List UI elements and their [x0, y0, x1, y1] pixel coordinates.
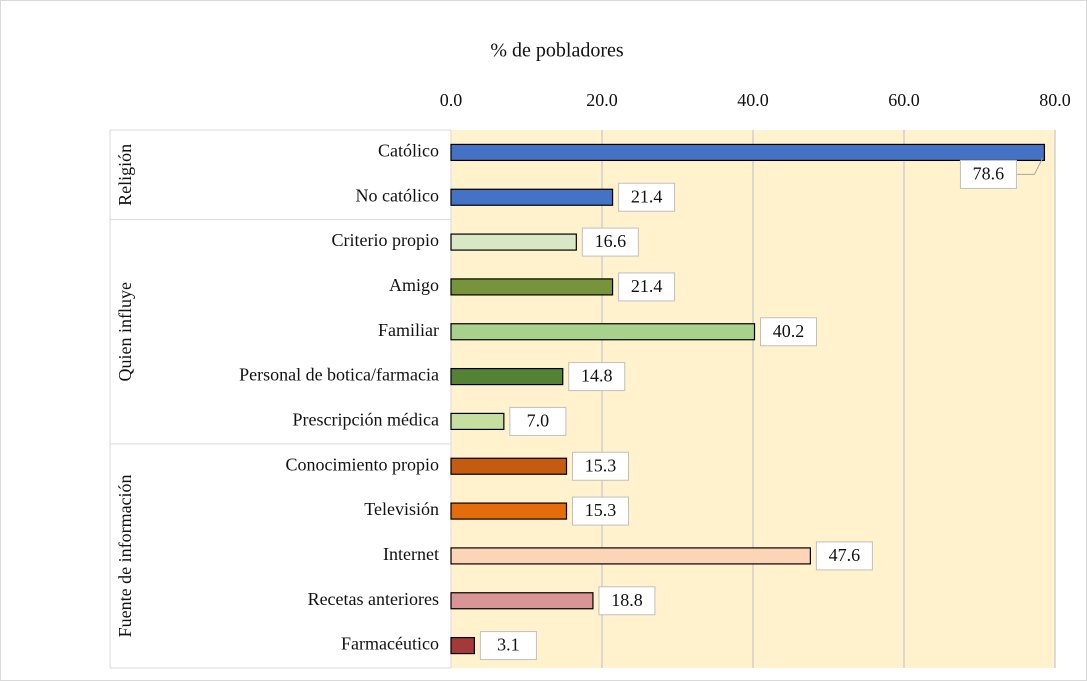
bar	[450, 636, 476, 655]
value-label: 40.2	[773, 321, 805, 341]
value-label-box	[572, 496, 630, 526]
category-label: Familiar	[378, 320, 439, 340]
category-label: Católico	[378, 141, 439, 161]
x-tick-label: 20.0	[586, 90, 618, 110]
value-label: 21.4	[631, 276, 663, 296]
category-label: Criterio propio	[332, 230, 439, 250]
bar	[450, 457, 568, 475]
value-label: 78.6	[973, 164, 1005, 184]
value-label-box	[581, 227, 639, 257]
value-label-box	[572, 451, 630, 481]
value-label: 15.3	[585, 500, 617, 520]
bar	[450, 143, 1046, 162]
value-label-box	[568, 362, 626, 392]
group-label: Fuente de información	[115, 474, 135, 637]
category-label: Prescripción médica	[293, 410, 439, 430]
value-label-box	[598, 586, 656, 616]
category-label: Personal de botica/farmacia	[239, 365, 439, 385]
category-label: Televisión	[364, 499, 439, 519]
x-tick-label: 80.0	[1039, 90, 1071, 110]
bar	[450, 323, 756, 341]
group-label: Religión	[115, 144, 135, 206]
category-label: Farmacéutico	[341, 634, 439, 654]
x-tick-label: 40.0	[737, 90, 769, 110]
x-tick-label: 0.0	[440, 90, 463, 110]
bar	[450, 547, 811, 565]
x-tick-label: 60.0	[888, 90, 920, 110]
value-label-box	[479, 631, 537, 661]
bar	[450, 233, 577, 251]
bar	[450, 592, 594, 610]
category-label: Internet	[383, 544, 439, 564]
value-label-box	[509, 406, 567, 436]
chart-title: % de pobladores	[490, 40, 624, 62]
bar	[450, 278, 614, 296]
category-label: Conocimiento propio	[286, 454, 439, 474]
value-label: 47.6	[829, 545, 861, 565]
category-label: No católico	[356, 185, 439, 205]
bar	[450, 367, 564, 386]
value-label: 15.3	[585, 455, 617, 475]
bar	[450, 502, 568, 520]
value-label: 18.8	[611, 590, 643, 610]
value-label-box	[618, 272, 676, 302]
bar	[450, 188, 614, 206]
value-label: 21.4	[631, 186, 663, 206]
category-label: Amigo	[389, 275, 439, 295]
value-label-box	[815, 541, 873, 571]
value-label: 3.1	[497, 635, 520, 655]
bar	[450, 412, 505, 431]
value-label-box	[959, 159, 1017, 189]
leader-line	[1016, 158, 1043, 175]
value-label-box	[618, 182, 676, 212]
value-label: 7.0	[527, 411, 550, 431]
group-label: Quien influye	[115, 282, 135, 381]
value-label: 16.6	[595, 231, 627, 251]
value-label: 14.8	[581, 366, 613, 386]
category-label: Recetas anteriores	[308, 589, 439, 609]
value-label-box	[760, 317, 818, 347]
